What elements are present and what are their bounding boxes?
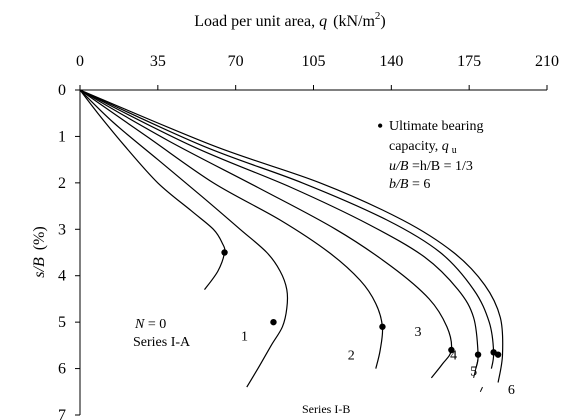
ultimate-marker-n6 bbox=[494, 351, 502, 358]
x-tick-label: 70 bbox=[228, 53, 244, 70]
legend-line2-var: q bbox=[442, 139, 449, 154]
curve-label-n5: 5 bbox=[470, 365, 477, 380]
x-axis-title-unit: (kN/m bbox=[333, 13, 375, 30]
y-axis-title-unit: (%) bbox=[31, 226, 48, 250]
curve-label-n6: 6 bbox=[508, 383, 515, 398]
x-axis-title-var: q bbox=[319, 13, 327, 30]
y-axis-title-var: s/B bbox=[31, 257, 48, 278]
legend-ratio1: u/B =h/B = 1/3 bbox=[389, 159, 473, 174]
y-tick-label: 2 bbox=[58, 175, 66, 192]
series-line-n2 bbox=[79, 89, 384, 369]
legend-bullet: • bbox=[377, 116, 383, 136]
x-tick-label: 105 bbox=[302, 53, 326, 70]
legend-ratio1-var: u/B bbox=[389, 159, 409, 174]
y-tick-label: 3 bbox=[58, 221, 66, 238]
x-tick-label: 140 bbox=[379, 53, 403, 70]
y-axis-title: s/B (%) bbox=[31, 226, 48, 277]
x-tick-label: 210 bbox=[535, 53, 559, 70]
y-tick-label: 0 bbox=[58, 82, 66, 99]
series-tick-n5 bbox=[473, 359, 479, 378]
markers bbox=[221, 249, 502, 358]
ultimate-marker-n4 bbox=[474, 351, 482, 358]
ultimate-marker-n0 bbox=[221, 249, 228, 256]
series-b-label: Series I-B bbox=[302, 402, 350, 416]
x-axis-title-text: Load per unit area, bbox=[194, 13, 319, 30]
curve-label-n3: 3 bbox=[415, 325, 422, 340]
curve-labels: 1 2 3 45 6 bbox=[241, 325, 515, 398]
legend-line1: Ultimate bearing bbox=[389, 119, 483, 134]
legend-ratio1-rest: =h/B = 1/3 bbox=[408, 159, 472, 174]
series-tick-n6 bbox=[479, 386, 483, 393]
x-axis-title-close: ) bbox=[380, 13, 385, 30]
n-equals-label: N = 0 bbox=[134, 317, 166, 332]
y-tick-label: 7 bbox=[58, 407, 66, 420]
x-axis-title: Load per unit area, q (kN/m2) bbox=[194, 10, 385, 30]
n-equals-rest: = 0 bbox=[144, 317, 166, 332]
x-tick-label: 35 bbox=[150, 53, 166, 70]
series-line-n6 bbox=[79, 89, 504, 383]
legend-ratio2-rest: = 6 bbox=[408, 177, 430, 192]
series-line-n4 bbox=[79, 89, 479, 369]
ultimate-marker-n3 bbox=[448, 346, 455, 354]
ultimate-marker-n2 bbox=[379, 323, 386, 330]
legend-ratio2-var: b/B bbox=[389, 177, 409, 192]
series-line-n1 bbox=[79, 89, 289, 388]
curves bbox=[79, 89, 504, 393]
ultimate-marker-n1 bbox=[270, 318, 277, 326]
series-line-n5 bbox=[79, 89, 495, 369]
y-tick-label: 6 bbox=[58, 361, 66, 378]
legend-line2-text: capacity, bbox=[389, 139, 442, 154]
y-tick-label: 5 bbox=[58, 314, 66, 331]
legend-ratio2: b/B = 6 bbox=[389, 177, 430, 192]
curve-label-n2: 2 bbox=[348, 348, 355, 363]
y-tick-label: 4 bbox=[58, 268, 66, 285]
n-equals-var: N bbox=[134, 317, 145, 332]
series-line-n3 bbox=[79, 89, 453, 379]
x-tick-label: 175 bbox=[457, 53, 481, 70]
x-tick-label: 0 bbox=[76, 53, 84, 70]
y-tick-label: 1 bbox=[58, 128, 66, 145]
legend-line2-sub: u bbox=[452, 145, 457, 156]
curve-label-n4: 4 bbox=[450, 348, 457, 363]
series-line-n0 bbox=[79, 89, 226, 290]
x-axis-title-sup: 2 bbox=[375, 10, 381, 22]
series-a-label: Series I-A bbox=[133, 335, 191, 350]
curve-label-n1: 1 bbox=[241, 330, 248, 345]
